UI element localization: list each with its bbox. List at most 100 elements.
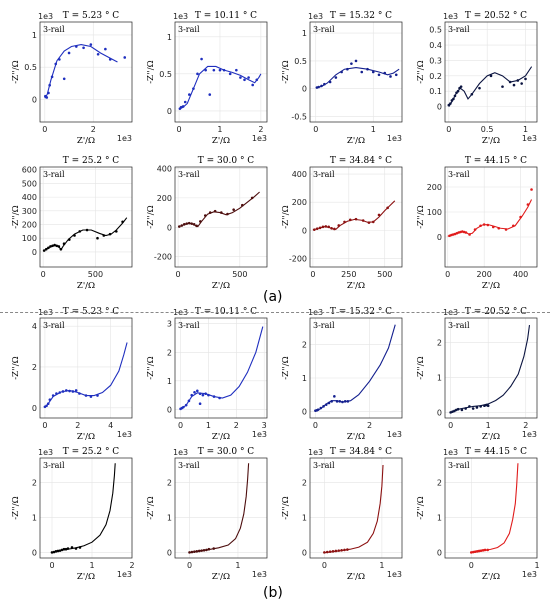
data-point (192, 223, 196, 226)
x-tick-label: 3 (262, 421, 267, 430)
plot-frame (444, 21, 538, 123)
data-point (333, 227, 336, 231)
data-point (456, 407, 460, 411)
y-tick-label: -200 (154, 253, 172, 262)
data-point (319, 406, 323, 410)
data-point (46, 402, 50, 406)
x-scale-label: 1e3 (117, 430, 132, 439)
y-tick-label: 2 (437, 479, 442, 488)
x-scale-label: 1e3 (252, 134, 267, 143)
data-point (207, 393, 210, 397)
data-point (104, 47, 107, 51)
data-layer (44, 43, 127, 99)
y-tick-label: 2 (302, 479, 307, 488)
y-axis-label: -Z''/Ω (416, 496, 426, 519)
x-tick-label: 200 (477, 270, 492, 279)
data-point (323, 82, 326, 86)
x-scale-label: 1e3 (522, 134, 537, 143)
y-scale-label: 1e3 (308, 448, 323, 457)
data-point (218, 68, 222, 72)
data-point (185, 222, 189, 225)
data-point (115, 230, 118, 233)
data-point (213, 209, 217, 213)
data-point (62, 547, 66, 551)
data-point (123, 56, 127, 59)
data-point (479, 224, 482, 228)
data-point (337, 224, 341, 227)
data-point (464, 231, 468, 234)
x-axis-label: Z'/Ω (212, 281, 230, 291)
data-point (330, 226, 333, 230)
data-point (331, 550, 335, 553)
x-tick-label: 0 (310, 270, 315, 279)
plot-frame (444, 317, 538, 419)
y-tick-label: 1 (302, 374, 307, 383)
data-point (195, 224, 198, 228)
y-tick-label: 0 (437, 103, 442, 112)
x-axis-label: Z'/Ω (77, 136, 95, 146)
chart-title: T = 25.2 ° C (63, 447, 120, 457)
y-tick-label: 1 (302, 29, 307, 38)
data-point (361, 219, 365, 222)
data-point (377, 213, 381, 217)
data-point (82, 46, 85, 50)
data-point (200, 549, 203, 552)
y-tick-label: 0 (167, 405, 172, 414)
data-point (343, 400, 347, 403)
plot-frame (309, 457, 403, 559)
data-point (182, 223, 186, 226)
y-tick-label: 0 (302, 226, 307, 235)
data-point (334, 76, 338, 79)
data-point (204, 68, 207, 72)
data-point (328, 80, 332, 84)
annotation-label: 3-rail (448, 321, 470, 330)
data-point (508, 80, 512, 84)
chart-title: T = 5.23 ° C (63, 11, 120, 21)
data-point (338, 400, 342, 403)
annotation-label: 3-rail (178, 170, 200, 179)
y-tick-label: 500 (22, 179, 37, 188)
plot-frame (309, 21, 403, 123)
x-tick-label: 1 (534, 561, 539, 570)
y-tick-label: 0 (32, 549, 37, 558)
data-point (58, 391, 62, 394)
chart-5: 0 500 0 100 200 300 400 500 600 T = 25.2 ° C Z'/Ω -… (11, 156, 133, 291)
data-point (389, 75, 392, 78)
x-tick-label: 0 (42, 421, 47, 430)
x-tick-label: 0 (41, 270, 46, 279)
data-point (67, 51, 71, 55)
data-point (313, 228, 316, 231)
data-point (182, 405, 185, 409)
plot-area (445, 458, 537, 558)
x-tick-label: 0 (445, 270, 450, 279)
data-point (341, 400, 344, 404)
data-point (200, 57, 203, 61)
x-scale-label: 1e3 (387, 570, 402, 579)
x-tick-label: 0 (187, 561, 192, 570)
data-point (178, 225, 181, 228)
data-point (367, 221, 371, 224)
data-point (481, 548, 485, 552)
plot-frame (444, 457, 538, 559)
y-tick-label: 300 (22, 207, 37, 216)
y-tick-label: 0.5 (159, 70, 172, 79)
x-scale-label: 1e3 (252, 570, 267, 579)
plot-area (175, 458, 267, 558)
x-tick-label: 0 (448, 421, 453, 430)
plot-frame (309, 166, 403, 268)
data-point (354, 217, 358, 221)
data-point (459, 85, 463, 88)
y-tick-label: 0.3 (429, 56, 442, 65)
data-point (482, 223, 486, 226)
data-point (343, 548, 346, 552)
plot-frame (174, 166, 268, 268)
annotation-label: 3-rail (178, 321, 200, 330)
x-axis-label: Z'/Ω (212, 136, 230, 146)
data-point (350, 62, 353, 65)
x-axis-label: Z'/Ω (77, 432, 95, 442)
y-tick-label: 0 (437, 233, 442, 242)
data-point (190, 222, 193, 225)
x-tick-label: 1 (206, 421, 211, 430)
y-tick-label: 0 (167, 549, 172, 558)
data-layer (179, 326, 264, 411)
